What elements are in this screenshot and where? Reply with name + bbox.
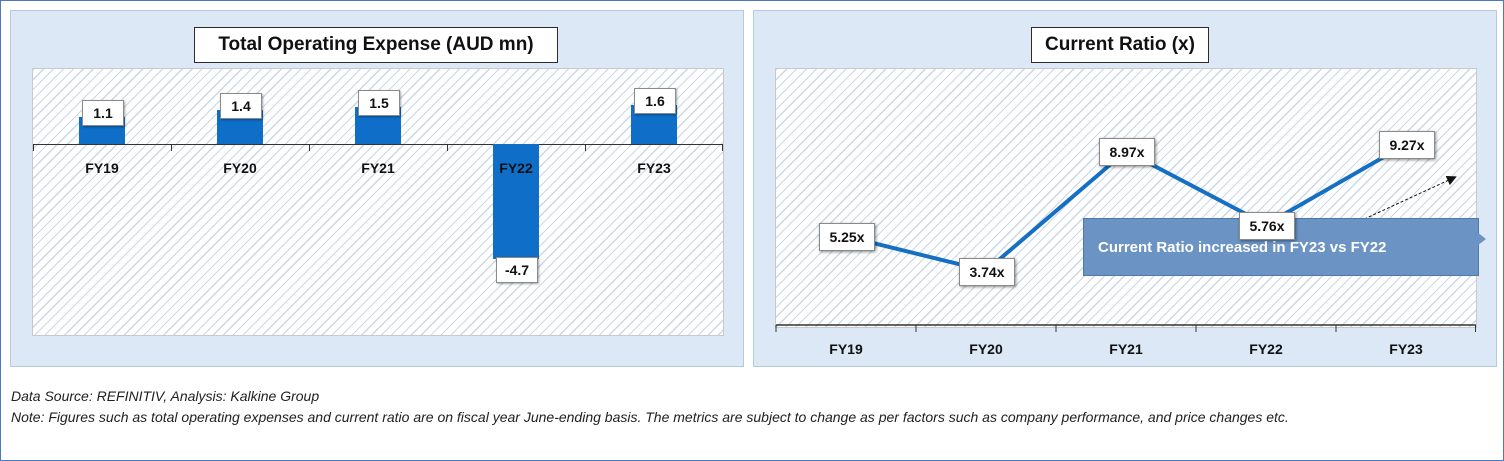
x-tick-label: FY19 bbox=[829, 341, 863, 357]
x-axis-tick bbox=[171, 144, 172, 151]
note-text: Note: Figures such as total operating ex… bbox=[11, 409, 1289, 425]
x-axis-line bbox=[33, 144, 723, 145]
current-ratio-panel: Current Ratio increased in FY23 vs FY22 … bbox=[753, 10, 1497, 367]
operating-expense-title: Total Operating Expense (AUD mn) bbox=[194, 27, 558, 63]
bar-fy22 bbox=[493, 144, 539, 260]
data-label: 1.5 bbox=[358, 90, 400, 117]
operating-expense-panel: FY19 1.1 FY20 1.4 FY21 1.5 FY22 -4.7 FY23 1.6 Tot… bbox=[10, 10, 744, 367]
callout-pointer bbox=[1477, 232, 1486, 246]
current-ratio-plot: Current Ratio increased in FY23 vs FY22 … bbox=[775, 68, 1486, 357]
x-tick-label: FY22 bbox=[1249, 341, 1283, 357]
x-tick-label: FY21 bbox=[1109, 341, 1143, 357]
x-tick-label: FY21 bbox=[361, 160, 395, 176]
footer: Data Source: REFINITIV, Analysis: Kalkin… bbox=[11, 386, 1491, 428]
operating-expense-plot: FY19 1.1 FY20 1.4 FY21 1.5 FY22 -4.7 FY23 1.6 bbox=[32, 68, 724, 336]
data-label: -4.7 bbox=[496, 257, 538, 284]
data-label: 1.4 bbox=[220, 92, 262, 119]
x-axis-tick bbox=[722, 144, 723, 151]
point-label: 5.25x bbox=[819, 223, 875, 252]
x-axis-tick bbox=[585, 144, 586, 151]
data-source-text: Data Source: REFINITIV, Analysis: Kalkin… bbox=[11, 388, 320, 404]
x-tick-label: FY20 bbox=[223, 160, 257, 176]
x-axis-tick bbox=[33, 144, 34, 151]
x-tick-label: FY19 bbox=[85, 160, 119, 176]
x-tick-label: FY20 bbox=[969, 341, 1003, 357]
x-axis-tick bbox=[309, 144, 310, 151]
x-tick-label: FY23 bbox=[637, 160, 671, 176]
point-label: 8.97x bbox=[1099, 138, 1155, 167]
point-label: 9.27x bbox=[1379, 131, 1435, 160]
x-tick-label: FY23 bbox=[1389, 341, 1423, 357]
data-label: 1.1 bbox=[82, 100, 124, 127]
data-label: 1.6 bbox=[634, 87, 676, 114]
x-tick-label: FY22 bbox=[499, 160, 533, 176]
x-axis-tick bbox=[447, 144, 448, 151]
point-label: 3.74x bbox=[959, 257, 1015, 286]
point-label: 5.76x bbox=[1239, 211, 1295, 240]
current-ratio-title: Current Ratio (x) bbox=[1031, 27, 1209, 63]
